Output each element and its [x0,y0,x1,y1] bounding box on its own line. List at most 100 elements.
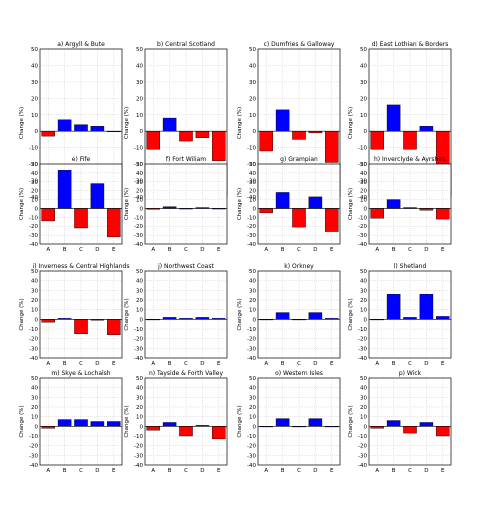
bar-D [90,183,105,209]
x-tick-label: C [408,468,412,474]
y-tick-label: -30 [247,179,256,185]
y-axis-label: Change (%) [237,107,243,139]
y-tick-label: 40 [31,386,38,392]
y-tick-label: -30 [358,233,367,239]
y-tick-label: 50 [136,376,143,382]
subplot-title: g) Grampian [280,156,318,163]
y-axis-label: Change (%) [124,298,130,330]
y-axis-label: Change (%) [348,405,354,437]
y-tick-label: -30 [29,453,38,459]
y-tick-label: 50 [360,376,367,382]
plot-area [40,271,122,358]
y-tick-label: -40 [134,463,143,469]
y-tick-label: 20 [360,96,367,102]
y-tick-label: 30 [360,395,367,401]
bar-D [419,422,434,427]
x-tick-label: B [63,247,67,253]
bar-A [259,131,273,152]
y-tick-label: -20 [247,337,256,343]
y-tick-label: 20 [249,96,256,102]
y-tick-label: 40 [136,386,143,392]
y-tick-label: 20 [249,189,256,195]
y-tick-label: 10 [136,113,143,119]
plot-frame [257,163,341,245]
y-axis-label: Change (%) [124,405,130,437]
bar-B [386,104,401,132]
y-tick-label: -30 [134,346,143,352]
bar-A [259,208,273,214]
y-tick-label: 50 [360,47,367,53]
x-tick-label: D [200,247,204,253]
y-tick-label: 20 [360,298,367,304]
bar-B [275,418,290,427]
y-tick-label: -20 [247,444,256,450]
y-tick-label: -30 [358,453,367,459]
subplot-title: k) Orkney [284,263,314,270]
bar-E [436,426,450,437]
y-tick-label: 0 [364,206,368,212]
y-tick-label: 0 [140,424,144,430]
plot-frame [368,163,452,245]
plot-area [369,271,451,358]
y-tick-label: -10 [358,434,367,440]
x-tick-label: B [63,361,67,367]
y-tick-label: 0 [253,317,257,323]
y-tick-label: -30 [29,233,38,239]
y-tick-label: 20 [249,298,256,304]
y-tick-label: 0 [364,424,368,430]
y-tick-label: -20 [358,224,367,230]
bar-C [74,124,88,132]
bar-A [41,319,55,323]
bar-C [403,426,417,434]
bar-E [325,131,339,163]
y-axis-label: Change (%) [19,107,25,139]
y-tick-label: -40 [134,195,143,201]
plot-frame [368,377,452,466]
bar-E [436,208,450,220]
y-tick-label: 50 [249,269,256,275]
y-tick-label: -40 [358,356,367,362]
y-tick-label: -20 [29,162,38,168]
y-tick-label: 10 [249,415,256,421]
y-tick-label: 10 [249,198,256,204]
y-tick-label: 50 [31,47,38,53]
y-tick-label: -30 [247,233,256,239]
subplot-title: f) Fort Wiliam [166,156,206,163]
subplot-title: p) Wick [399,370,422,377]
y-tick-label: 20 [31,298,38,304]
y-tick-label: -10 [29,215,38,221]
subplot-title: i) Inverness & Central Highlands [33,263,130,270]
y-tick-label: -40 [358,195,367,201]
x-tick-label: B [168,468,172,474]
x-tick-label: E [441,247,445,253]
y-tick-label: 10 [360,198,367,204]
x-tick-label: B [392,468,396,474]
plot-frame [39,163,123,245]
y-tick-label: -10 [247,215,256,221]
x-tick-label: D [200,361,204,367]
bar-C [74,419,88,427]
bar-D [195,131,210,139]
y-tick-label: -30 [134,233,143,239]
subplot-14: -40 -30 -20 -10 0 10 20 30 40 50 A B C D En) Tayside &… [124,370,228,474]
bar-A [41,208,55,222]
x-tick-label: B [63,468,67,474]
x-tick-label: C [184,468,188,474]
y-tick-label: 20 [136,189,143,195]
y-tick-label: -10 [134,434,143,440]
bar-B [275,312,290,320]
plot-frame [368,270,452,359]
bar-A [370,131,384,150]
y-tick-label: 40 [360,171,367,177]
x-tick-label: A [151,468,155,474]
y-tick-label: 10 [31,308,38,314]
bar-B [162,117,177,132]
y-tick-label: -10 [247,434,256,440]
y-tick-label: 0 [364,129,368,135]
y-tick-label: -20 [134,337,143,343]
x-tick-label: D [200,468,204,474]
y-tick-label: -10 [134,327,143,333]
y-tick-label: 20 [249,405,256,411]
bar-A [146,426,160,431]
